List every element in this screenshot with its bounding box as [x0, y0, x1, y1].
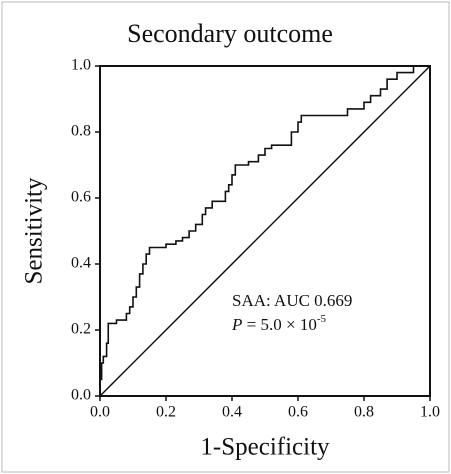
x-axis-label: 1-Specificity — [200, 434, 330, 461]
annotation-italic: P — [231, 315, 242, 334]
x-tick-label: 0.2 — [156, 404, 176, 421]
annotation: P = 5.0 × 10-5 — [231, 313, 326, 334]
y-tick-label: 0.6 — [71, 189, 91, 206]
chart-title: Secondary outcome — [127, 19, 333, 48]
roc-curve — [99, 65, 430, 396]
annotation-text: = 5.0 × 10 — [242, 315, 316, 334]
annotation-superscript: -5 — [317, 313, 327, 325]
y-tick-label: 0.0 — [71, 387, 91, 404]
diagonal-line — [99, 65, 431, 397]
y-tick-label: 0.8 — [71, 123, 91, 140]
y-tick-label: 1.0 — [71, 57, 91, 74]
x-tick-label: 0.0 — [90, 404, 110, 421]
y-tick-label: 0.2 — [71, 321, 91, 338]
annotation: SAA: AUC 0.669 — [232, 291, 352, 310]
x-tick-label: 1.0 — [420, 404, 440, 421]
y-tick-label: 0.4 — [71, 255, 91, 272]
x-tick-label: 0.6 — [288, 404, 308, 421]
x-tick-label: 0.8 — [354, 404, 374, 421]
plot-border — [99, 65, 431, 397]
y-axis-label: Sensitivity — [21, 177, 48, 284]
x-tick-label: 0.4 — [222, 404, 242, 421]
